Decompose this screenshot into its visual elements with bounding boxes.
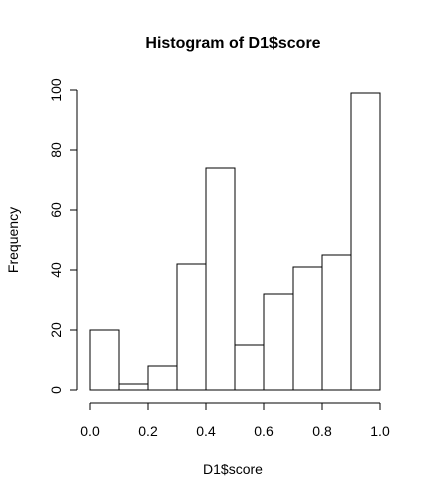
x-tick-label-1: 0.2: [138, 423, 158, 439]
y-axis-label: Frequency: [5, 207, 21, 273]
y-tick-label-4: 80: [48, 142, 64, 158]
x-tick-label-0: 0.0: [80, 423, 100, 439]
x-tick-label-5: 1.0: [370, 423, 390, 439]
y-tick-label-2: 40: [48, 262, 64, 278]
y-tick-label-1: 20: [48, 322, 64, 338]
y-tick-label-3: 60: [48, 202, 64, 218]
histogram-bar-1: [118, 383, 149, 391]
histogram-bar-6: [263, 293, 294, 391]
y-tick-label-5: 100: [48, 78, 64, 102]
x-tick-label-2: 0.4: [196, 423, 216, 439]
x-axis: 0.0 0.2 0.4 0.6 0.8 1.0: [80, 402, 390, 439]
bars-group: [89, 92, 381, 391]
histogram-bar-8: [321, 254, 352, 391]
histogram-bar-3: [176, 263, 207, 391]
histogram-bar-0: [89, 329, 120, 391]
histogram-bar-7: [292, 266, 323, 391]
x-tick-label-4: 0.8: [312, 423, 332, 439]
histogram-bar-9: [350, 92, 381, 391]
y-axis: 0 20 40 60 80 100: [48, 78, 78, 394]
histogram-bar-5: [234, 344, 265, 391]
histogram-bar-2: [147, 365, 178, 391]
x-tick-label-3: 0.6: [254, 423, 274, 439]
y-tick-label-0: 0: [48, 386, 64, 394]
chart-title: Histogram of D1$score: [145, 35, 320, 52]
x-axis-label: D1$score: [203, 461, 263, 477]
histogram-bar-4: [205, 167, 236, 391]
